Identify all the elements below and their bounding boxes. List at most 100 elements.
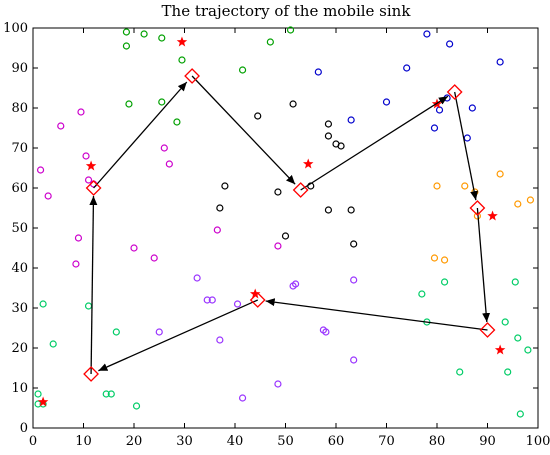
cluster-head-star: [249, 288, 261, 299]
x-tick-label: 0: [29, 434, 37, 449]
x-tick-label: 10: [75, 434, 92, 449]
sensor-node-point: [77, 108, 85, 116]
trajectory-segment: [89, 195, 98, 375]
x-tick-label: 90: [479, 434, 496, 449]
waypoint-diamond: [479, 322, 496, 338]
waypoint-diamond: [83, 366, 99, 382]
sensor-node-point: [44, 192, 52, 200]
sensor-node-point: [238, 394, 247, 402]
sensor-node-point: [130, 244, 138, 252]
sensor-node-point: [430, 124, 439, 132]
sensor-node-point: [350, 276, 358, 284]
cluster-head-star: [37, 396, 49, 407]
y-tick-label: 90: [11, 61, 28, 76]
sensor-node-point: [496, 170, 504, 178]
x-tick-label: 40: [227, 434, 244, 449]
sensor-node-point: [403, 64, 411, 72]
sensor-node-point: [324, 132, 333, 140]
sensor-node-point: [350, 356, 358, 364]
cluster-head-star: [487, 210, 498, 221]
sensor-node-point: [74, 234, 83, 242]
sensor-node-point: [468, 104, 476, 112]
sensor-node-point: [57, 122, 65, 130]
y-tick-label: 30: [11, 301, 28, 316]
sensor-node-point: [440, 256, 449, 264]
sensor-node-point: [496, 58, 504, 66]
sensor-node-point: [430, 254, 439, 262]
sensor-node-point: [516, 410, 524, 418]
sensor-node-point: [82, 152, 90, 160]
sensor-node-point: [193, 274, 201, 282]
sensor-node-point: [504, 368, 512, 376]
sensor-node-point: [289, 100, 297, 108]
sensor-node-point: [34, 390, 42, 398]
sensor-node-point: [213, 226, 221, 234]
sensor-node-point: [203, 296, 211, 304]
trajectory-segment: [93, 81, 188, 189]
trajectory-segment: [191, 75, 296, 185]
sensor-node-point: [324, 206, 333, 214]
sensor-node-point: [112, 328, 120, 336]
sensor-node-point: [216, 336, 224, 344]
sensor-node-point: [350, 240, 358, 248]
sensor-node-point: [216, 204, 224, 212]
cluster-head-star: [85, 160, 97, 171]
sensor-node-point: [266, 38, 274, 46]
y-tick-label: 100: [3, 21, 28, 36]
x-axis: 0 10 20 30 40 50 60 70 80 90 100: [29, 28, 550, 449]
sensor-node-point: [347, 206, 355, 214]
sensor-node-point: [314, 68, 322, 76]
x-tick-label: 100: [526, 434, 550, 449]
sensor-node-point: [514, 334, 522, 342]
plot-area: [32, 27, 539, 429]
sensor-node-point: [440, 278, 449, 286]
sensor-node-point: [125, 100, 133, 108]
sensor-node-point: [122, 28, 131, 36]
sensor-node-point: [281, 232, 290, 240]
waypoint-diamond: [292, 182, 309, 198]
sensor-node-point: [173, 118, 181, 126]
cluster-head-star: [176, 36, 188, 47]
sensor-node-point: [418, 290, 426, 298]
sensor-node-point: [274, 188, 282, 196]
y-tick-label: 0: [20, 421, 28, 436]
trajectory-segment: [476, 207, 491, 323]
sensor-node-point: [501, 318, 509, 326]
sensor-node-point: [423, 30, 431, 38]
x-tick-label: 70: [378, 434, 395, 449]
sensor-node-point: [221, 182, 229, 190]
sensor-node-point: [461, 182, 469, 190]
sensor-node-point: [155, 328, 163, 336]
sensor-nodes: [34, 26, 535, 418]
trajectory-segment: [454, 91, 479, 201]
sensor-node-point: [158, 34, 166, 42]
x-tick-label: 60: [328, 434, 345, 449]
y-tick-label: 80: [11, 101, 28, 116]
sensor-node-point: [208, 296, 216, 304]
sensor-node-point: [322, 328, 330, 336]
sensor-node-point: [122, 42, 131, 50]
sensor-node-point: [39, 300, 47, 308]
sensor-node-point: [382, 98, 391, 106]
sensor-node-point: [324, 120, 333, 128]
sensor-node-point: [132, 402, 141, 410]
y-tick-label: 70: [11, 141, 28, 156]
waypoint-diamond: [469, 200, 486, 216]
cluster-head-star: [494, 344, 506, 355]
sensor-node-point: [337, 142, 345, 150]
sensor-node-point: [238, 66, 247, 74]
sensor-node-point: [102, 390, 110, 398]
sensor-node-point: [49, 340, 57, 348]
sensor-node-point: [178, 56, 186, 64]
x-tick-label: 80: [429, 434, 446, 449]
sensor-node-point: [36, 166, 45, 174]
y-tick-label: 20: [11, 341, 28, 356]
trajectory-segment: [265, 298, 488, 331]
chart-title: The trajectory of the mobile sink: [162, 2, 412, 20]
sensor-node-point: [524, 346, 532, 354]
sensor-node-point: [165, 160, 173, 168]
x-tick-label: 30: [176, 434, 193, 449]
sensor-node-point: [158, 98, 166, 106]
sensor-node-point: [254, 112, 262, 120]
